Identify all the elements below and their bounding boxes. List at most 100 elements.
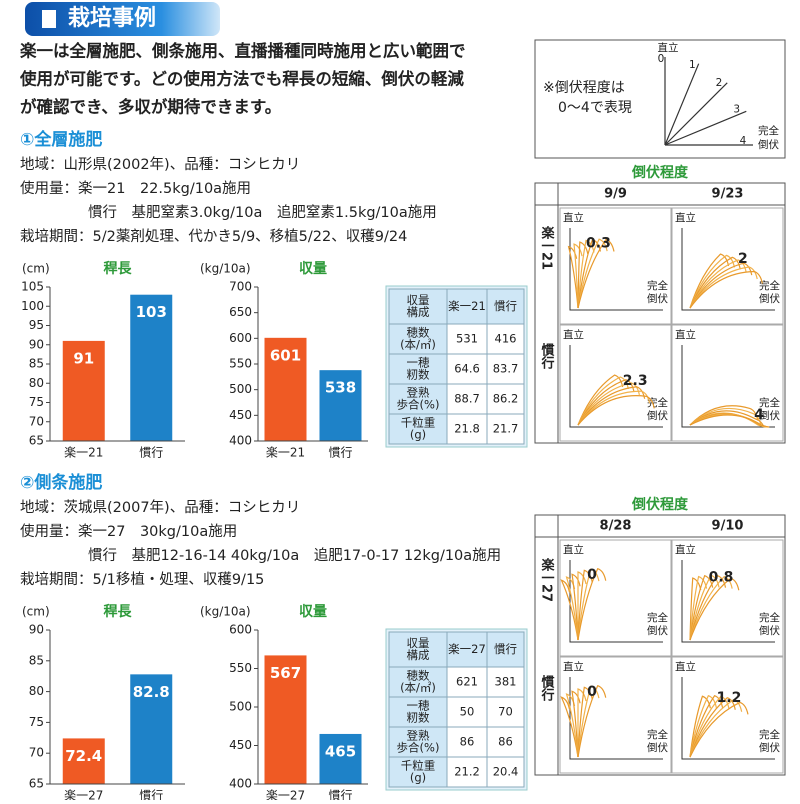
table-text: 慣行 (494, 642, 517, 656)
stem (689, 574, 727, 641)
info-line: 使用量：楽一27 30kg/10a施用 (20, 523, 237, 540)
y-tick-label: 90 (29, 623, 44, 637)
lodging-value: 1.2 (717, 690, 742, 706)
stem (577, 684, 607, 758)
y-axis-label: (cm) (22, 605, 50, 619)
stem (689, 410, 765, 428)
y-tick-label: 600 (229, 331, 252, 345)
lodging-cell (559, 324, 672, 442)
y-tick-label: 85 (29, 653, 44, 667)
table-text: 64.6 (454, 362, 480, 376)
stem (689, 266, 758, 309)
stem (577, 688, 587, 757)
y-tick-label: 70 (29, 414, 44, 428)
stem (689, 694, 717, 758)
table-text: 531 (456, 332, 478, 346)
table-text: 登熟 (407, 386, 430, 400)
info-line: 慣行 基肥窒素3.0kg/10a 追肥窒素1.5kg/10a施用 (88, 203, 437, 221)
table-cell (486, 631, 525, 668)
stem (577, 569, 593, 641)
y-axis-label: (kg/10a) (200, 262, 251, 276)
y-tick-label: 550 (229, 661, 252, 675)
lodging-cell (671, 656, 784, 774)
stem (577, 379, 635, 426)
stem (689, 574, 714, 641)
info-line: 地域：茨城県(2007年)、品種：コシヒカリ (20, 499, 300, 516)
plot-axes (569, 677, 663, 760)
table-cell (486, 696, 525, 728)
table-cell (486, 666, 525, 698)
banner-accent (42, 10, 56, 28)
table-text: 千粒重 (401, 416, 436, 430)
table-text: 穂数 (407, 669, 430, 683)
stem (560, 579, 579, 641)
flat-label: 完全 (759, 728, 780, 741)
intro-line: 楽一は全層施肥、側条施用、直播播種同時施用と広い範囲で (20, 41, 466, 61)
rice-plant (689, 253, 763, 309)
y-tick-label: 95 (29, 318, 44, 332)
table-text: 構成 (407, 648, 430, 662)
lodging-cell (671, 324, 784, 442)
chart-title: 収量 (299, 603, 327, 620)
y-tick-label: 85 (29, 357, 44, 371)
y-tick-label: 600 (229, 623, 252, 637)
x-tick-label: 慣行 (328, 788, 352, 801)
lodging-cell (559, 539, 672, 657)
chart-title: 稈長 (104, 604, 133, 620)
chart-title: 稈長 (104, 261, 133, 277)
rice-plant (577, 374, 655, 426)
intro-line: が確認でき、多収が期待できます。 (20, 97, 281, 117)
lodging-cell (671, 207, 784, 325)
table-cell (388, 288, 448, 325)
info-line: 地域：山形県(2002年)、品種：コシヒカリ (20, 156, 300, 173)
bar-value: 567 (270, 664, 301, 682)
upright-label: 直立 (563, 328, 584, 341)
table-cell (388, 353, 448, 385)
lodging-title: 倒伏程度 (631, 496, 689, 513)
stem (689, 407, 762, 426)
bar (264, 337, 307, 441)
upright-label: 直立 (563, 543, 584, 556)
table-cell (446, 288, 488, 325)
table-text: 86.2 (493, 392, 519, 406)
stem (577, 686, 593, 758)
table-text: 一穂 (407, 699, 430, 713)
flat-label: 倒伏 (759, 741, 780, 754)
flat-label: 倒伏 (647, 409, 668, 422)
plot-axes (681, 345, 775, 428)
flat-label: 倒伏 (647, 292, 668, 305)
x-tick-label: 楽一21 (64, 446, 103, 460)
table-cell (446, 756, 488, 788)
stem (689, 577, 702, 641)
lodging-value: 2 (738, 251, 748, 267)
bar (62, 738, 105, 784)
stem (689, 695, 724, 758)
row-label: 慣行 (539, 674, 556, 702)
table-cell (446, 323, 488, 355)
bar (319, 733, 362, 784)
row-label: 慣行 (539, 342, 556, 370)
y-tick-label: 80 (29, 684, 44, 698)
flat-label: 完全 (647, 279, 668, 292)
row-label: 楽一21 (539, 225, 556, 270)
y-tick-label: 75 (29, 715, 44, 729)
y-tick-label: 500 (229, 382, 252, 396)
chart-title: 収量 (299, 260, 327, 277)
stem (573, 243, 583, 309)
stem (689, 270, 763, 309)
stem (577, 238, 615, 309)
flat-label: 倒伏 (647, 741, 668, 754)
flat-label: 倒伏 (759, 409, 780, 422)
rice-plant (560, 567, 607, 641)
x-tick-label: 慣行 (328, 445, 352, 460)
lodging-value: 0.3 (586, 235, 611, 251)
table-text: (本/㎡) (400, 681, 436, 695)
plot-axes (681, 677, 775, 760)
bar (62, 340, 105, 441)
scale-note: 0〜4で表現 (558, 100, 632, 116)
upright-label: 直立 (563, 211, 584, 224)
x-tick-label: 慣行 (139, 445, 163, 460)
flat-label: 倒伏 (759, 624, 780, 637)
table-text: 83.7 (493, 362, 519, 376)
stem (577, 241, 589, 309)
